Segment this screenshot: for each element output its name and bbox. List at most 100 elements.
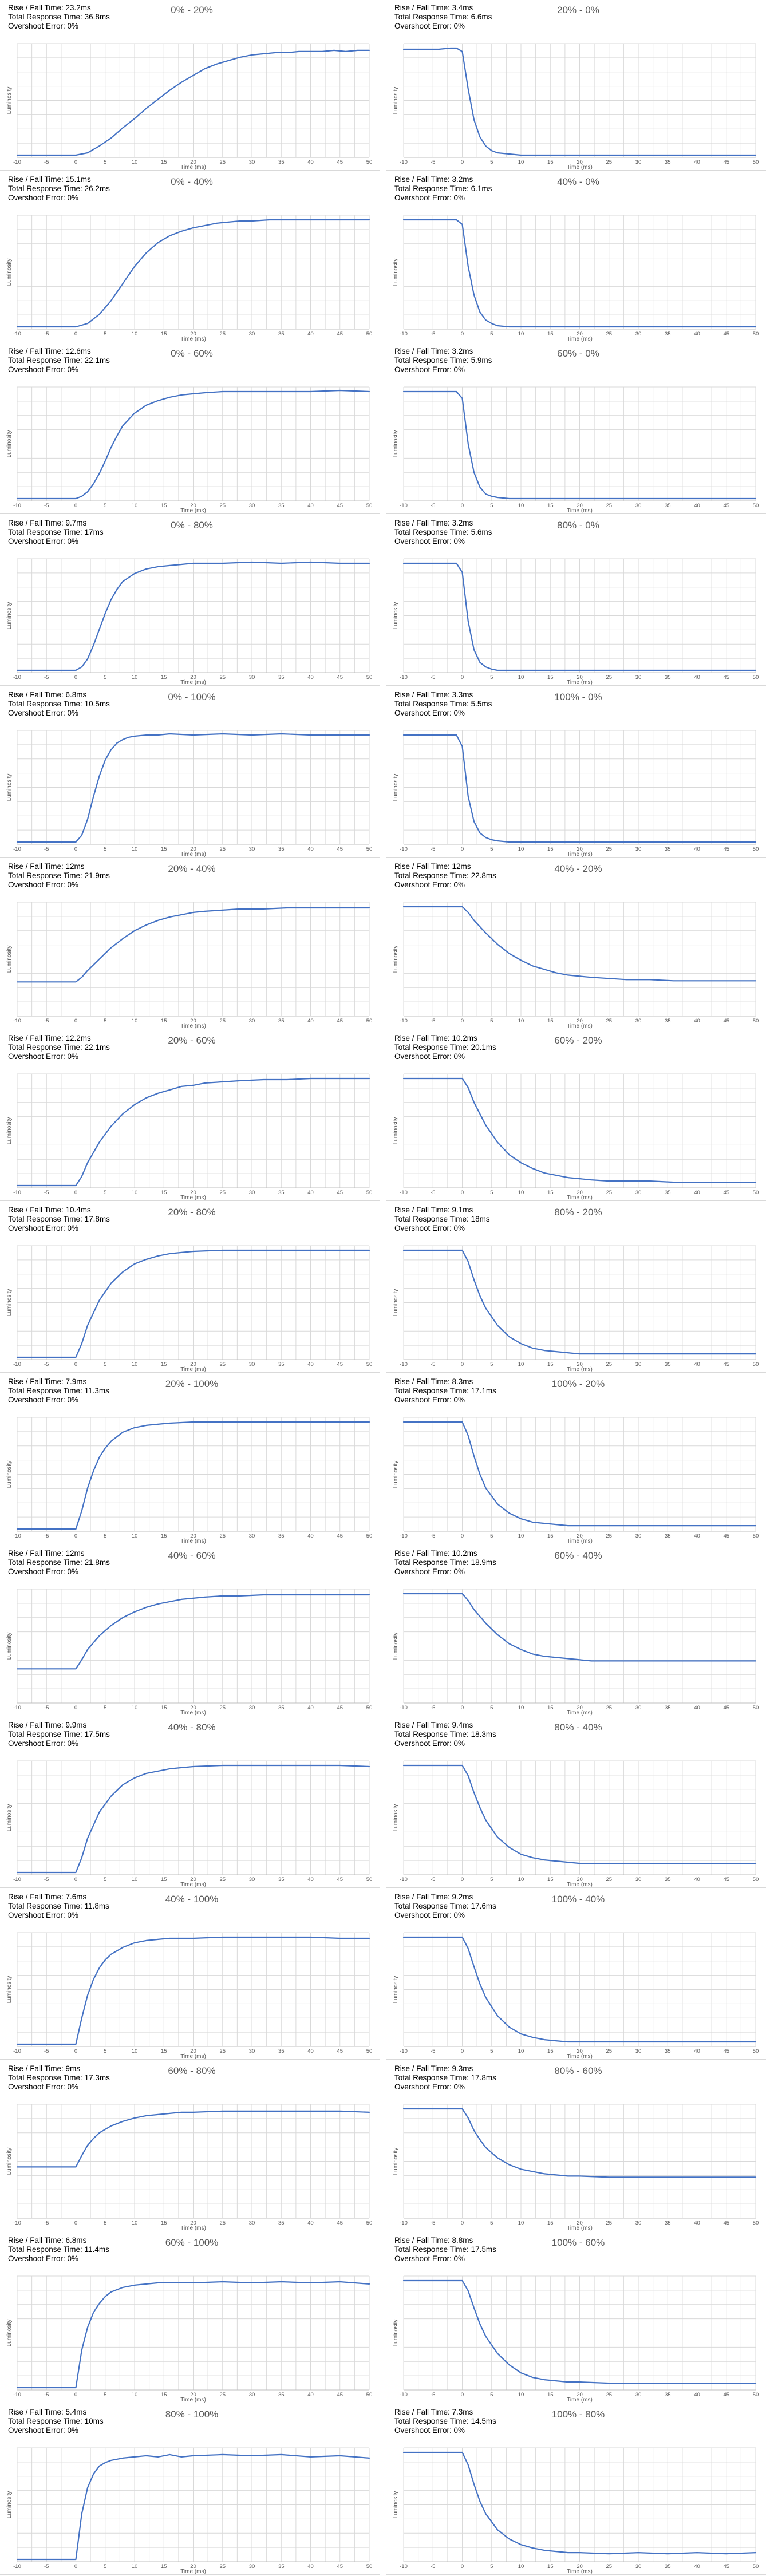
x-tick-label: 45 bbox=[337, 1533, 343, 1539]
x-tick-label: -5 bbox=[431, 503, 435, 509]
overshoot-error: Overshoot Error: 0% bbox=[8, 537, 79, 546]
luminosity-series-line bbox=[16, 2453, 370, 2561]
chart-svg: -10 -5 0 5 10 15 20 25 30 35 40 45 50 Time (ms) Lumino… bbox=[393, 902, 759, 1029]
x-tick-label: 50 bbox=[753, 2220, 759, 2226]
overshoot-error: Overshoot Error: 0% bbox=[394, 365, 465, 374]
x-tick-label: -10 bbox=[13, 2392, 21, 2398]
chart-title: 80% - 60% bbox=[554, 2065, 602, 2076]
x-tick-label: 50 bbox=[753, 1190, 759, 1196]
y-axis-label: Luminosity bbox=[393, 946, 399, 973]
x-tick-label: -5 bbox=[44, 503, 49, 509]
x-tick-label: 45 bbox=[723, 1876, 729, 1883]
x-tick-label: 10 bbox=[518, 1876, 524, 1883]
chart-title: 0% - 60% bbox=[171, 348, 213, 359]
measurement-info: Rise / Fall Time: 9.1ms Total Response Ti… bbox=[394, 1206, 490, 1233]
chart-panel: Rise / Fall Time: 9ms Total Response Time… bbox=[0, 2061, 380, 2231]
y-axis-label: Luminosity bbox=[6, 602, 13, 630]
y-axis-label: Luminosity bbox=[393, 602, 399, 630]
x-tick-label: 35 bbox=[278, 503, 285, 509]
x-tick-label: -5 bbox=[44, 2392, 49, 2398]
x-tick-label: 45 bbox=[337, 2392, 343, 2398]
x-tick-label: 45 bbox=[337, 1018, 343, 1024]
x-tick-label: -10 bbox=[13, 1705, 21, 1711]
chart-svg: -10 -5 0 5 10 15 20 25 30 35 40 45 50 Time (ms) Lumino… bbox=[393, 1760, 759, 1888]
y-axis-label: Luminosity bbox=[393, 2491, 399, 2519]
x-tick-label: 25 bbox=[219, 1705, 226, 1711]
x-tick-label: 35 bbox=[665, 1705, 671, 1711]
y-axis-label: Luminosity bbox=[393, 1976, 399, 2004]
chart-svg: -10 -5 0 5 10 15 20 25 30 35 40 45 50 Time (ms) Lumino… bbox=[6, 1589, 372, 1716]
x-tick-label: 35 bbox=[665, 1876, 671, 1883]
x-tick-label: 10 bbox=[518, 2563, 524, 2570]
x-tick-label: 30 bbox=[249, 331, 255, 337]
x-tick-label: 30 bbox=[635, 846, 642, 852]
x-tick-label: 50 bbox=[753, 1533, 759, 1539]
x-tick-label: 45 bbox=[723, 331, 729, 337]
x-tick-label: 40 bbox=[694, 1361, 700, 1368]
x-axis-label: Time (ms) bbox=[567, 1195, 593, 1201]
x-tick-label: 20 bbox=[190, 1705, 196, 1711]
x-tick-label: 30 bbox=[635, 2220, 642, 2226]
chart-title: 20% - 60% bbox=[168, 1035, 216, 1046]
x-tick-label: -10 bbox=[400, 2563, 408, 2570]
x-tick-label: -5 bbox=[44, 1705, 49, 1711]
x-tick-label: 45 bbox=[723, 1190, 729, 1196]
x-tick-label: 45 bbox=[337, 331, 343, 337]
x-tick-label: 40 bbox=[307, 1876, 314, 1883]
y-axis-label: Luminosity bbox=[6, 2320, 13, 2347]
y-axis-label: Luminosity bbox=[393, 2320, 399, 2347]
chart-panel: Rise / Fall Time: 9.9ms Total Response Ti… bbox=[0, 1717, 380, 1888]
x-tick-label: 25 bbox=[606, 331, 612, 337]
x-tick-label: 0 bbox=[461, 1705, 464, 1711]
x-axis-label: Time (ms) bbox=[180, 679, 206, 686]
x-tick-label: 30 bbox=[249, 1876, 255, 1883]
chart-panel: Rise / Fall Time: 12ms Total Response Tim… bbox=[0, 859, 380, 1029]
total-response-time: Total Response Time: 5.9ms bbox=[394, 356, 492, 365]
x-tick-label: 25 bbox=[606, 846, 612, 852]
x-tick-label: 5 bbox=[490, 674, 493, 681]
x-tick-label: 50 bbox=[753, 2048, 759, 2055]
x-tick-label: 30 bbox=[635, 2048, 642, 2055]
x-tick-label: 15 bbox=[547, 1361, 554, 1368]
x-tick-label: 25 bbox=[219, 1018, 226, 1024]
x-tick-label: 10 bbox=[132, 1533, 138, 1539]
x-tick-label: 45 bbox=[337, 674, 343, 681]
x-tick-label: 15 bbox=[547, 159, 554, 165]
x-tick-label: 35 bbox=[278, 2220, 285, 2226]
rise-fall-time: Rise / Fall Time: 12ms bbox=[8, 1549, 85, 1558]
x-tick-label: -5 bbox=[431, 1361, 435, 1368]
x-tick-label: -5 bbox=[431, 159, 435, 165]
x-tick-label: 30 bbox=[635, 159, 642, 165]
total-response-time: Total Response Time: 22.1ms bbox=[8, 356, 110, 365]
x-tick-label: 25 bbox=[606, 2220, 612, 2226]
x-tick-label: -10 bbox=[400, 1705, 408, 1711]
x-tick-label: 35 bbox=[278, 1018, 285, 1024]
x-tick-label: 25 bbox=[606, 674, 612, 681]
chart-title: 20% - 100% bbox=[165, 1378, 219, 1389]
y-axis-label: Luminosity bbox=[6, 1633, 13, 1660]
x-tick-label: 30 bbox=[249, 1190, 255, 1196]
x-tick-label: 30 bbox=[635, 331, 642, 337]
x-tick-label: 30 bbox=[249, 2563, 255, 2570]
x-tick-label: 0 bbox=[461, 1876, 464, 1883]
measurement-info: Rise / Fall Time: 12ms Total Response Tim… bbox=[8, 1549, 110, 1577]
x-tick-label: 10 bbox=[132, 846, 138, 852]
x-tick-label: 35 bbox=[278, 331, 285, 337]
x-tick-label: 20 bbox=[577, 331, 583, 337]
overshoot-error: Overshoot Error: 0% bbox=[394, 880, 465, 889]
x-tick-label: 15 bbox=[161, 2220, 167, 2226]
x-tick-label: -10 bbox=[13, 2220, 21, 2226]
x-tick-label: -10 bbox=[400, 674, 408, 681]
x-tick-label: 25 bbox=[606, 1018, 612, 1024]
x-axis-label: Time (ms) bbox=[567, 679, 593, 686]
overshoot-error: Overshoot Error: 0% bbox=[394, 22, 465, 30]
x-tick-label: 30 bbox=[249, 1533, 255, 1539]
x-tick-label: 5 bbox=[104, 846, 106, 852]
rise-fall-time: Rise / Fall Time: 9.1ms bbox=[394, 1206, 473, 1214]
x-tick-label: 20 bbox=[190, 2392, 196, 2398]
x-tick-label: -10 bbox=[400, 1876, 408, 1883]
chart-title: 100% - 60% bbox=[551, 2237, 605, 2248]
overshoot-error: Overshoot Error: 0% bbox=[8, 22, 79, 30]
x-tick-label: 20 bbox=[577, 1361, 583, 1368]
chart-panel: Rise / Fall Time: 12ms Total Response Tim… bbox=[386, 859, 766, 1029]
